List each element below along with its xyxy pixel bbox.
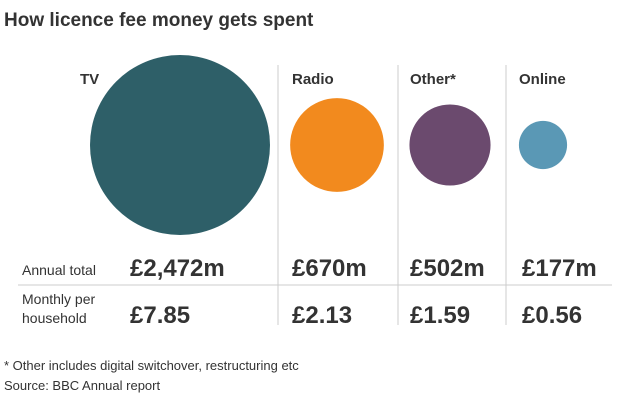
bubble <box>290 98 384 192</box>
footnote: * Other includes digital switchover, res… <box>4 358 299 373</box>
value-label: £177m <box>522 255 597 282</box>
value-label: £670m <box>292 255 367 282</box>
value-label: £0.56 <box>522 302 582 329</box>
row-label: Monthly per household <box>22 291 96 326</box>
category-label: Other* <box>410 71 456 88</box>
category-label: Radio <box>292 71 334 88</box>
bubble <box>409 104 491 186</box>
category-label: Online <box>519 71 566 88</box>
category-label: TV <box>80 71 99 88</box>
bubble <box>518 120 568 170</box>
bubble <box>90 55 270 235</box>
value-label: £2,472m <box>130 255 225 282</box>
source: Source: BBC Annual report <box>4 378 160 393</box>
value-label: £7.85 <box>130 302 190 329</box>
row-label: Annual total <box>22 262 96 278</box>
value-label: £502m <box>410 255 485 282</box>
value-label: £1.59 <box>410 302 470 329</box>
value-label: £2.13 <box>292 302 352 329</box>
chart-title: How licence fee money gets spent <box>4 10 314 31</box>
